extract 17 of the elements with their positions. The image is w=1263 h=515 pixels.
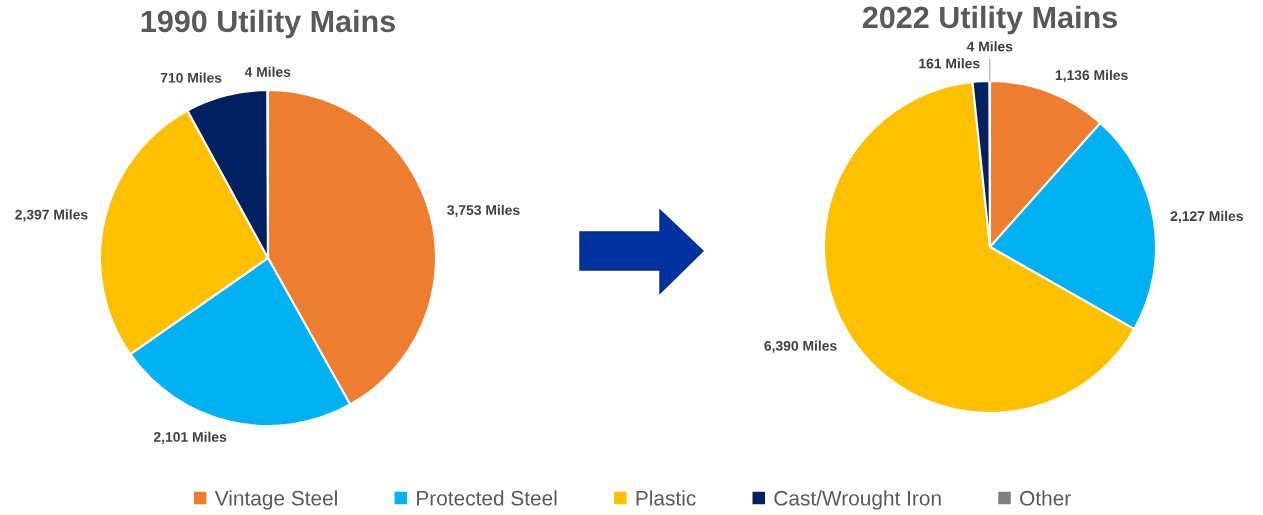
- data-label: 2,127 Miles: [1170, 210, 1243, 224]
- data-label: 3,753 Miles: [447, 204, 520, 218]
- legend-label: Other: [1020, 490, 1071, 506]
- legend-label: Protected Steel: [417, 490, 557, 506]
- data-label: 6,390 Miles: [764, 340, 837, 353]
- chart-title: 2022 Utility Mains: [862, 5, 1117, 35]
- chart-title: 1990 Utility Mains: [141, 9, 395, 39]
- legend-label: Vintage Steel: [214, 490, 337, 510]
- data-label: 161 Miles: [919, 58, 980, 69]
- data-label: 4 Miles: [966, 41, 1013, 52]
- data-label: 2,101 Miles: [153, 431, 227, 444]
- data-label: 4 Miles: [244, 66, 291, 77]
- legend-label: Plastic: [636, 490, 696, 506]
- data-label: 1,136 Miles: [1055, 69, 1128, 83]
- legend-label: Cast/Wrought Iron: [774, 490, 941, 510]
- data-label: 2,397 Miles: [15, 209, 88, 222]
- data-label: 710 Miles: [160, 72, 222, 83]
